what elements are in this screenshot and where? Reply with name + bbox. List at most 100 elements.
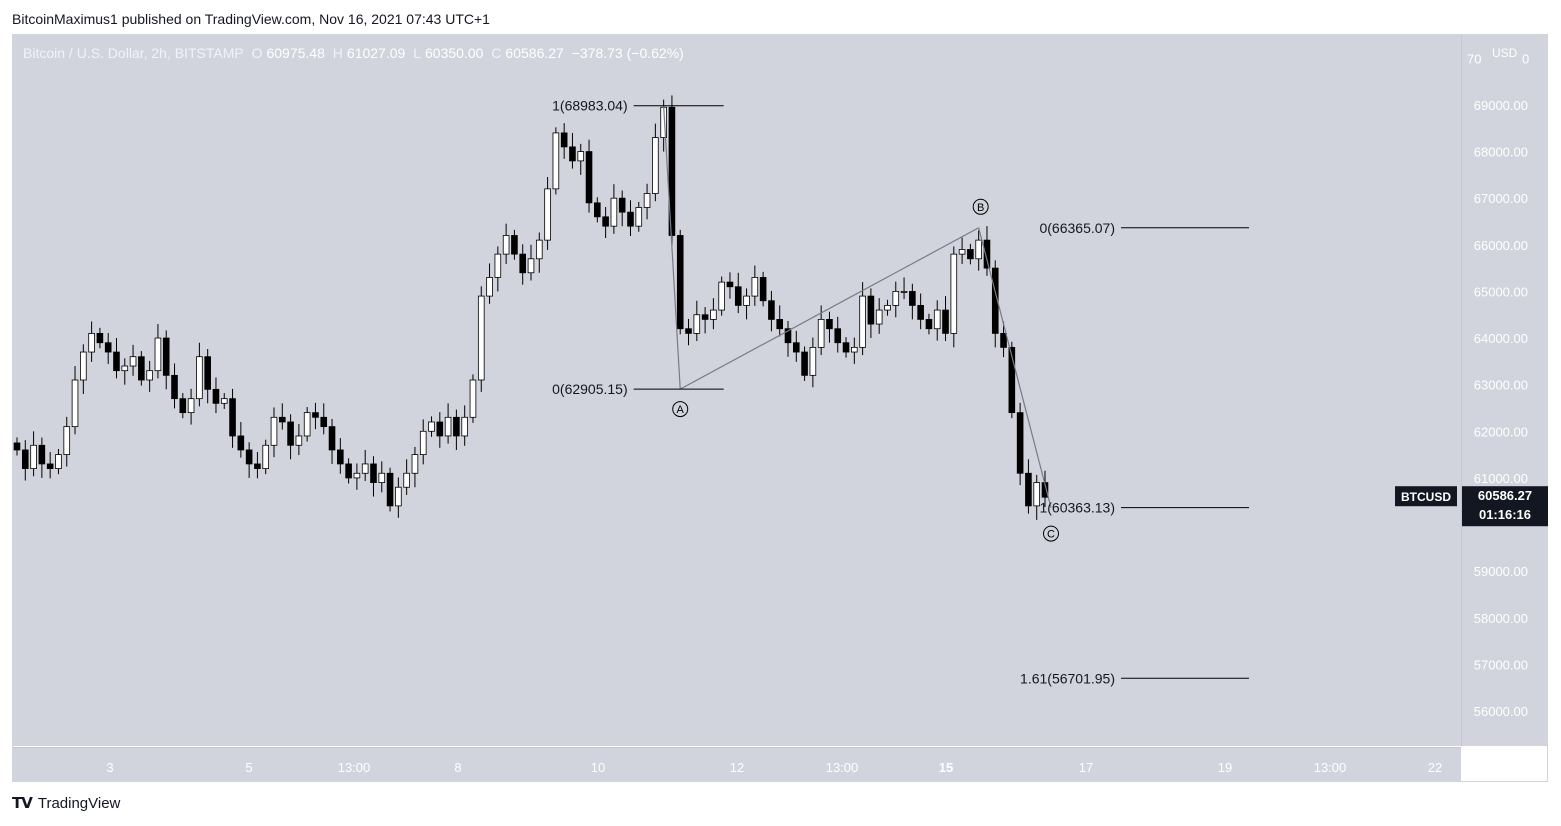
price-axis-svg[interactable]: 69000.00 68000.00 67000.00 66000.00 65000.00…: [1462, 35, 1548, 746]
candle-up: [693, 314, 701, 334]
footer-brand: TradingView: [37, 794, 121, 812]
time-tick-label: 22: [1428, 760, 1442, 775]
legend-high: 61027.09: [346, 45, 406, 61]
price-tick-label: 65000.00: [1474, 284, 1528, 299]
candle-down: [594, 202, 601, 218]
candle-down: [13, 442, 21, 451]
candle-down: [776, 318, 784, 330]
candle-up: [652, 137, 659, 194]
candle-down: [759, 277, 767, 302]
candle-down: [569, 146, 576, 162]
candle-down: [278, 416, 286, 423]
candle-up: [875, 309, 883, 325]
time-axis-svg[interactable]: 3 5 13:00 8 10 12 13:00 15 17 19 13:00 22: [13, 748, 1461, 782]
candle-up: [129, 356, 137, 367]
candle-down: [237, 435, 245, 451]
time-tick-label: 13:00: [338, 760, 371, 775]
candle-up: [535, 239, 543, 260]
candle-up: [80, 351, 87, 381]
candle-down: [171, 374, 178, 400]
price-tick-label: 69000.00: [1474, 98, 1528, 113]
candle-up: [577, 151, 585, 162]
candle-down: [701, 314, 709, 320]
candle-up: [477, 295, 485, 381]
candle-up: [486, 277, 493, 297]
candle-up: [610, 197, 618, 227]
price-tick-label: 67000.00: [1474, 191, 1528, 206]
candle-up: [950, 253, 958, 334]
candle-down: [909, 291, 916, 306]
time-tick-label: 10: [591, 760, 605, 775]
candle-down: [46, 463, 54, 469]
candle-up: [154, 337, 162, 372]
candle-down: [967, 249, 974, 260]
candle-down: [345, 463, 352, 479]
candle-down: [792, 342, 800, 353]
price-tick-label: 59000.00: [1474, 564, 1528, 579]
candle-down: [560, 132, 568, 148]
time-tick-label: 13:00: [826, 760, 859, 775]
candle-down: [668, 106, 676, 236]
countdown-label: 01:16:16: [1479, 507, 1531, 522]
candle-down: [627, 211, 634, 227]
candle-down: [96, 332, 104, 344]
chart-svg[interactable]: 1(68983.04) 0(62905.15) 0(66365.07) 1(60363…: [13, 35, 1461, 746]
price-tick-label: 57000.00: [1474, 657, 1528, 672]
candle-up: [892, 291, 900, 306]
candle-up: [196, 356, 203, 400]
time-tick-label: 19: [1218, 760, 1232, 775]
current-price-label: 60586.27: [1478, 488, 1532, 503]
candle-up: [502, 235, 510, 255]
candle-up: [220, 398, 228, 404]
time-tick-label: 15: [939, 760, 953, 775]
candle-up: [710, 309, 717, 320]
candle-up: [71, 379, 79, 428]
candle-down: [585, 151, 593, 204]
candle-up: [378, 472, 386, 483]
candle-down: [834, 328, 842, 344]
price-tick-label: 56000.00: [1474, 704, 1528, 719]
candle-down: [511, 235, 518, 255]
candle-down: [21, 449, 29, 469]
time-tick-label: 8: [454, 760, 461, 775]
candle-down: [113, 351, 120, 372]
legend-symbol: Bitcoin / U.S. Dollar, 2h, BITSTAMP: [23, 45, 244, 61]
candle-down: [676, 235, 684, 330]
candle-down: [370, 463, 377, 483]
time-tick-label: 3: [106, 760, 113, 775]
candle-up: [444, 416, 452, 437]
top-bar: BitcoinMaximus1 published on TradingView…: [0, 0, 1561, 34]
price-axis-unit: USD: [1492, 46, 1518, 60]
candle-down: [801, 351, 808, 376]
candle-down: [867, 295, 875, 325]
candle-up: [469, 379, 477, 418]
price-axis[interactable]: 69000.00 68000.00 67000.00 66000.00 65000.00…: [1461, 35, 1548, 746]
candle-up: [743, 295, 750, 306]
legend-low-label: L: [413, 45, 421, 61]
candle-up: [809, 346, 817, 376]
fib-level-label: 0(62905.15): [552, 381, 628, 397]
candle-down: [320, 416, 328, 428]
time-axis[interactable]: 3 5 13:00 8 10 12 13:00 15 17 19 13:00 22: [13, 747, 1461, 782]
candle-down: [453, 416, 460, 437]
plot-area[interactable]: 1(68983.04) 0(62905.15) 0(66365.07) 1(60363…: [13, 35, 1461, 746]
candle-down: [734, 286, 742, 306]
candle-down: [942, 309, 949, 334]
candle-down: [784, 328, 792, 344]
candle-up: [544, 188, 551, 241]
tradingview-logo-icon: 𝗧𝗩: [12, 795, 33, 812]
wave-line: [978, 227, 1052, 508]
footer: 𝗧𝗩 TradingView: [12, 794, 121, 813]
candle-down: [204, 356, 211, 390]
wave-label-circle: [672, 401, 689, 418]
candle-down: [842, 342, 850, 353]
candle-down: [162, 337, 170, 376]
candle-up: [851, 346, 858, 353]
candle-up: [295, 435, 303, 446]
candle-up: [718, 281, 725, 311]
candle-up: [88, 332, 95, 353]
candle-down: [1008, 346, 1016, 414]
candle-down: [519, 253, 527, 274]
candle-up: [187, 398, 195, 414]
candle-up: [419, 430, 427, 456]
